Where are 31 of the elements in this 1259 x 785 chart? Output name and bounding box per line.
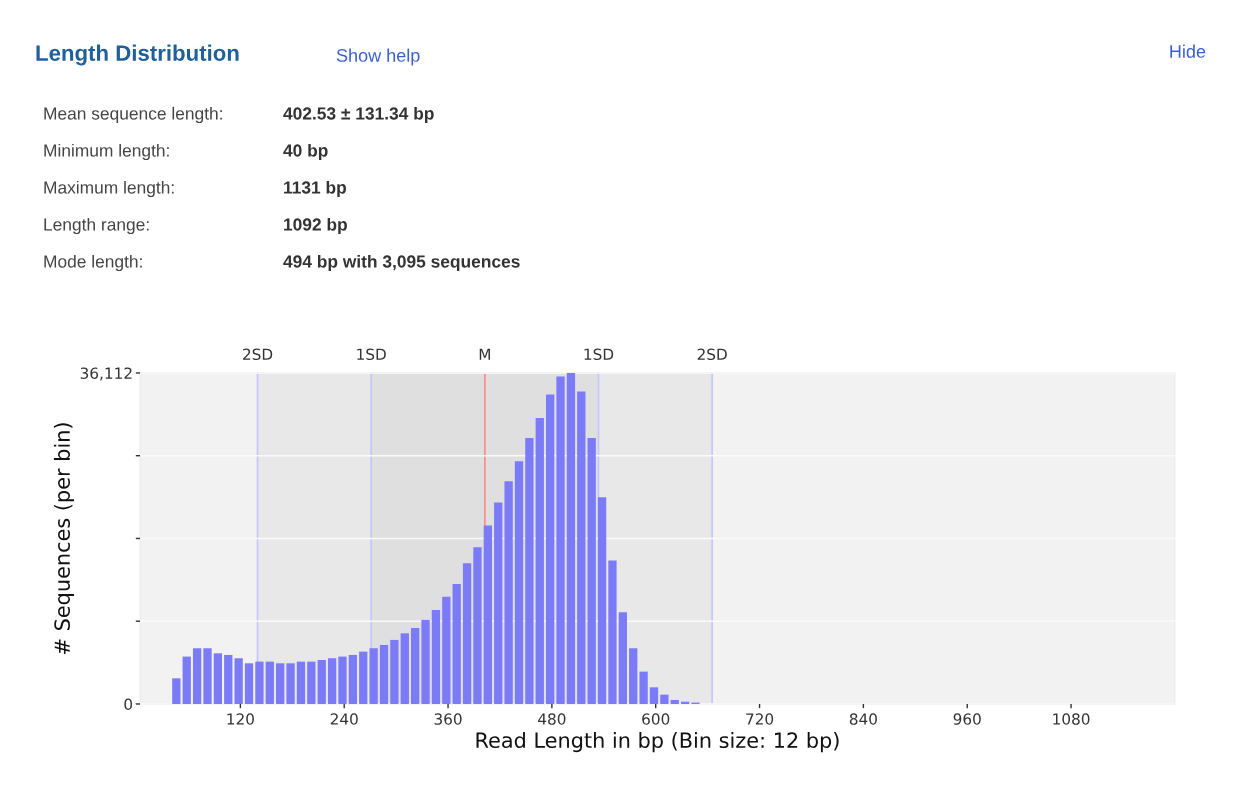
y-tick-label: 0 [124, 698, 133, 711]
x-tick-label: 720 [746, 713, 774, 725]
x-tick-label: 1080 [1053, 713, 1090, 725]
text: Show help [336, 48, 420, 66]
ref-line-label: 1SD [584, 348, 614, 361]
text: Maximum length: [44, 180, 174, 198]
x-tick-label: 240 [330, 713, 358, 725]
ref-line-label: M [479, 348, 490, 360]
text: Length range: [44, 217, 149, 235]
x-axis-title: Read Length in bp (Bin size: 12 bp) [476, 731, 839, 753]
ref-line-label: 2SD [697, 348, 727, 361]
x-tick-label: 480 [538, 713, 566, 725]
text: Hide [1170, 44, 1206, 58]
chart-title: Length Distribution [36, 44, 239, 66]
x-tick-label: 960 [953, 713, 981, 725]
text: Mean sequence length: [44, 106, 222, 124]
x-tick-label: 840 [849, 713, 877, 725]
ref-line-label: 1SD [357, 348, 386, 361]
text: 402.53 ± 131.34 bp [283, 106, 434, 124]
text: 1092 bp [284, 217, 347, 235]
text: Mode length: [44, 254, 142, 272]
y-tick-label: 36,112 [80, 367, 132, 381]
x-tick-label: 600 [642, 713, 670, 725]
ref-line-label: 2SD [243, 348, 273, 361]
x-tick-label: 120 [227, 713, 254, 725]
text: 494 bp with 3,095 sequences [283, 254, 520, 272]
text: 1131 bp [284, 180, 346, 198]
y-axis-title: # Sequences (per bin) [53, 423, 75, 654]
text: Minimum length: [44, 143, 169, 161]
text: 40 bp [283, 143, 328, 161]
x-tick-label: 360 [434, 713, 462, 725]
